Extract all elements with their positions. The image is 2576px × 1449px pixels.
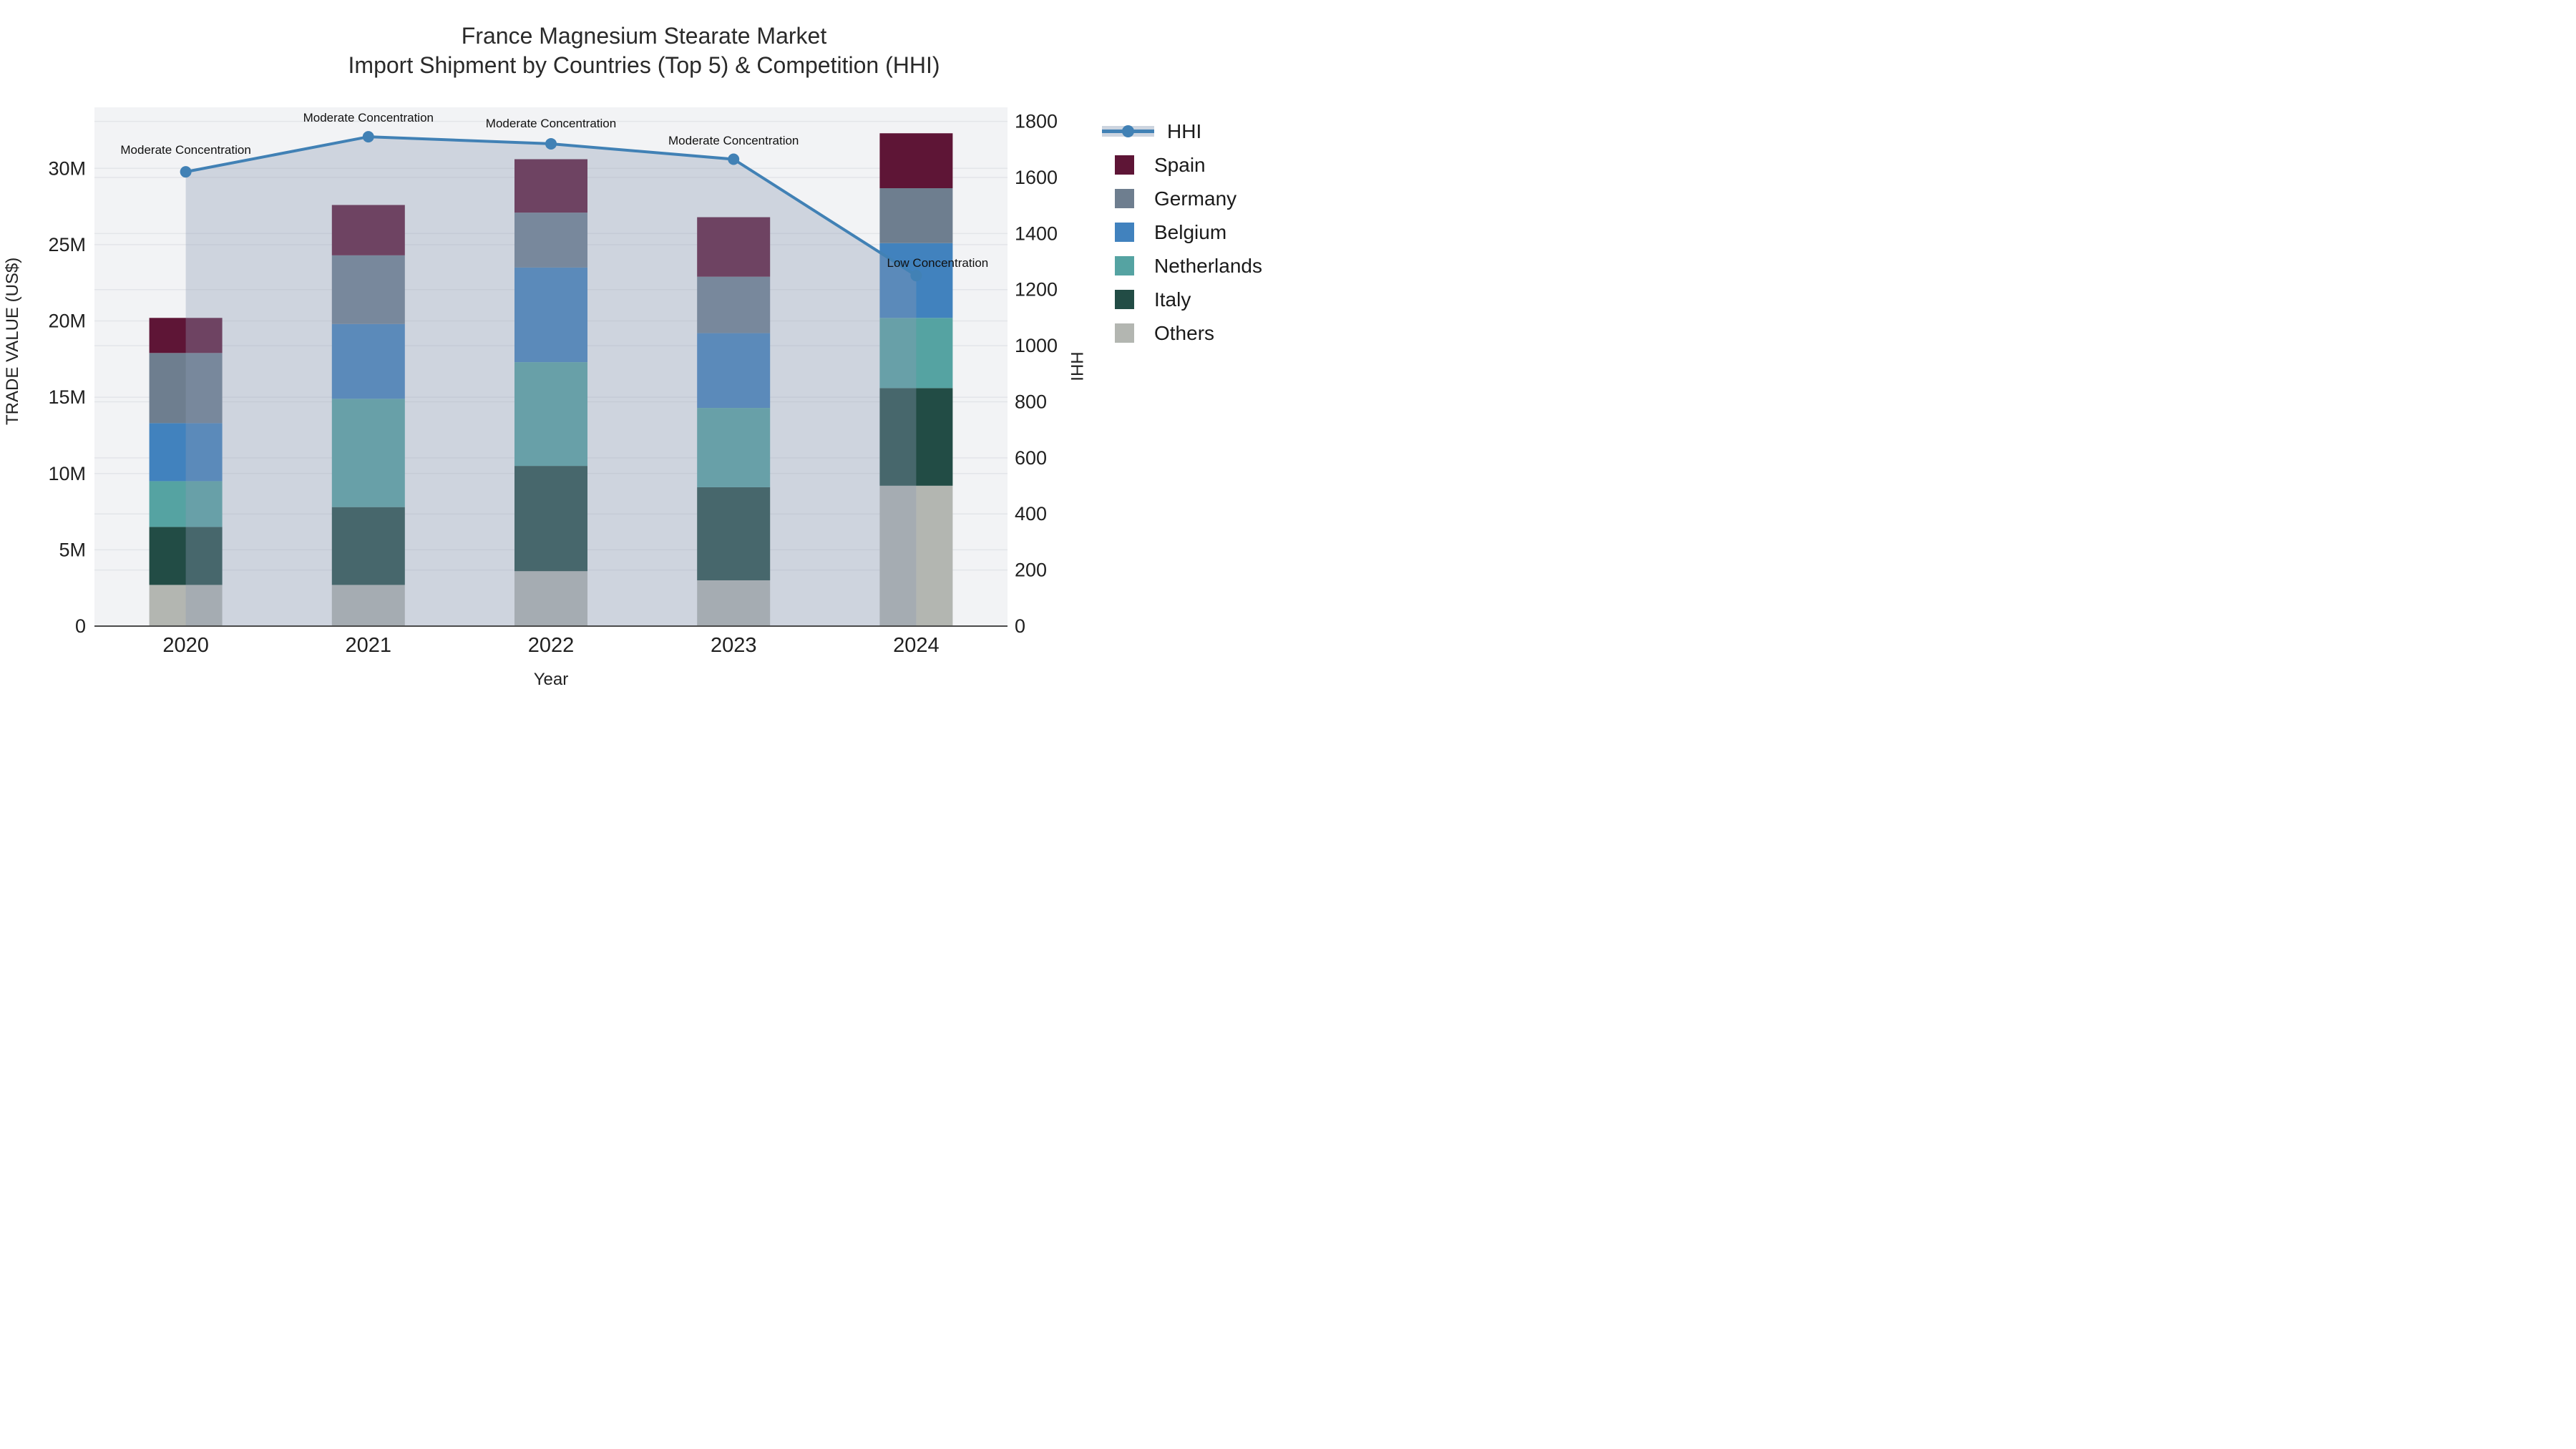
y-right-tick-label: 1800 (1015, 111, 1058, 132)
y-left-tick-label: 0 (75, 615, 86, 637)
hhi-marker-2024[interactable] (910, 270, 922, 282)
legend-swatch-icon (1115, 323, 1134, 343)
hhi-marker-2021[interactable] (362, 131, 374, 143)
legend-item-belgium[interactable]: Belgium (1102, 215, 1262, 249)
annotation-moderate-concentration: Moderate Concentration (485, 116, 617, 130)
legend-label: Italy (1154, 288, 1191, 311)
legend-label: Germany (1154, 187, 1237, 210)
legend-swatch-icon (1115, 155, 1134, 175)
y-right-tick-label: 400 (1015, 503, 1047, 525)
bar-segment-others-2022[interactable] (514, 571, 587, 626)
bar-segment-italy-2021[interactable] (331, 507, 405, 585)
bar-segment-italy-2023[interactable] (697, 487, 771, 581)
bar-segment-others-2020[interactable] (149, 585, 223, 626)
bar-segment-spain-2023[interactable] (697, 217, 771, 277)
bar-segment-belgium-2020[interactable] (149, 423, 223, 482)
chart-title-line2: Import Shipment by Countries (Top 5) & C… (348, 52, 940, 78)
bar-segment-netherlands-2020[interactable] (149, 481, 223, 527)
legend-swatch-icon (1115, 256, 1134, 275)
x-axis-title: Year (533, 670, 569, 689)
bar-segment-belgium-2022[interactable] (514, 267, 587, 363)
x-tick-label: 2022 (528, 634, 575, 657)
bar-segment-germany-2022[interactable] (514, 213, 587, 268)
annotation-moderate-concentration: Moderate Concentration (120, 143, 251, 157)
bar-segment-belgium-2021[interactable] (331, 323, 405, 399)
hhi-marker-2020[interactable] (180, 166, 192, 178)
y-right-tick-label: 1600 (1015, 167, 1058, 188)
bar-segment-netherlands-2023[interactable] (697, 408, 771, 487)
hhi-marker-2022[interactable] (545, 137, 557, 150)
legend-label: Spain (1154, 153, 1206, 176)
y-right-tick-label: 0 (1015, 615, 1025, 637)
bar-segment-netherlands-2024[interactable] (879, 318, 953, 389)
y-left-tick-label: 15M (48, 386, 86, 408)
legend-label: Belgium (1154, 220, 1227, 243)
bar-segment-netherlands-2021[interactable] (331, 399, 405, 507)
bar-segment-italy-2020[interactable] (149, 527, 223, 585)
y-left-tick-label: 25M (48, 234, 86, 255)
y-right-tick-label: 800 (1015, 391, 1047, 412)
legend: HHI Spain Germany Belgium Netherlands Italy Ot… (1102, 114, 1262, 350)
y-right-tick-label: 1000 (1015, 335, 1058, 356)
x-tick-label: 2023 (711, 634, 757, 657)
chart-title-line1: France Magnesium Stearate Market (461, 23, 827, 49)
bar-segment-italy-2022[interactable] (514, 466, 587, 572)
bar-segment-germany-2024[interactable] (879, 188, 953, 243)
bar-segment-germany-2021[interactable] (331, 255, 405, 324)
bar-segment-others-2024[interactable] (879, 485, 953, 626)
bar-segment-spain-2022[interactable] (514, 159, 587, 213)
annotation-moderate-concentration: Moderate Concentration (303, 111, 434, 125)
chart-canvas: 0 5M 10M 15M 20M 25M 30M 0 200 400 600 800 1000 1200 1… (48, 107, 1058, 657)
legend-label: Netherlands (1154, 254, 1262, 277)
legend-swatch-icon (1115, 290, 1134, 309)
bar-segment-spain-2020[interactable] (149, 318, 223, 353)
bar-segment-germany-2020[interactable] (149, 353, 223, 424)
chart-title: France Magnesium Stearate Market Import … (0, 21, 1288, 80)
bar-segment-others-2023[interactable] (697, 580, 771, 626)
hhi-line-sample-icon (1102, 122, 1154, 141)
figure: France Magnesium Stearate Market Import … (0, 0, 1288, 725)
hhi-marker-2023[interactable] (728, 153, 740, 165)
bar-segment-germany-2023[interactable] (697, 276, 771, 333)
x-tick-label: 2020 (162, 634, 209, 657)
y-left-tick-label: 30M (48, 157, 86, 179)
bar-segment-belgium-2023[interactable] (697, 333, 771, 409)
legend-item-germany[interactable]: Germany (1102, 182, 1262, 215)
y-right-tick-label: 1400 (1015, 223, 1058, 244)
legend-item-spain[interactable]: Spain (1102, 148, 1262, 182)
legend-item-others[interactable]: Others (1102, 316, 1262, 350)
bar-segment-italy-2024[interactable] (879, 388, 953, 486)
y-axis-title-right: HHI (1067, 351, 1086, 381)
annotation-low-concentration: Low Concentration (887, 256, 989, 270)
x-tick-label: 2024 (893, 634, 940, 657)
bar-segment-spain-2024[interactable] (879, 133, 953, 189)
y-right-tick-label: 600 (1015, 447, 1047, 469)
y-right-tick-label: 200 (1015, 560, 1047, 581)
bar-segment-spain-2021[interactable] (331, 205, 405, 255)
y-left-tick-label: 5M (59, 539, 86, 560)
legend-item-italy[interactable]: Italy (1102, 283, 1262, 316)
legend-item-netherlands[interactable]: Netherlands (1102, 249, 1262, 283)
legend-label: Others (1154, 321, 1215, 344)
legend-item-hhi[interactable]: HHI (1102, 114, 1262, 148)
annotation-moderate-concentration: Moderate Concentration (668, 133, 799, 147)
bar-segment-netherlands-2022[interactable] (514, 362, 587, 467)
y-right-tick-label: 1200 (1015, 279, 1058, 301)
y-left-tick-label: 10M (48, 463, 86, 484)
hhi-area-fill (185, 137, 917, 626)
x-tick-label: 2021 (346, 634, 392, 657)
legend-label: HHI (1167, 119, 1202, 142)
legend-swatch-icon (1115, 189, 1134, 208)
y-left-tick-label: 20M (48, 311, 86, 332)
legend-swatch-icon (1115, 223, 1134, 242)
bar-segment-others-2021[interactable] (331, 585, 405, 626)
y-axis-title-left: TRADE VALUE (US$) (3, 257, 22, 425)
